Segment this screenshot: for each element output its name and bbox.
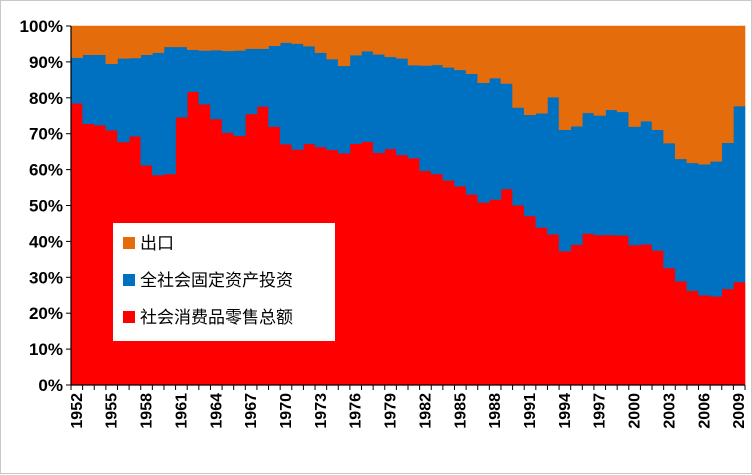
- x-tick-label: 1985: [452, 393, 469, 429]
- y-tick-label: 100%: [20, 17, 63, 36]
- y-tick-label: 30%: [29, 268, 63, 287]
- x-tick-label: 1967: [243, 393, 260, 429]
- x-tick-label: 1982: [417, 393, 434, 429]
- x-tick-label: 2009: [731, 393, 748, 429]
- x-tick-label: 1973: [313, 393, 330, 429]
- y-tick-label: 20%: [29, 304, 63, 323]
- y-tick-label: 60%: [29, 161, 63, 180]
- x-tick-label: 1955: [104, 393, 121, 429]
- x-tick-label: 1970: [278, 393, 295, 429]
- x-tick-label: 1997: [592, 393, 609, 429]
- x-tick-label: 1979: [383, 393, 400, 429]
- legend-box: [113, 223, 335, 341]
- x-tick-label: 1994: [557, 393, 574, 429]
- legend-label: 出口: [140, 234, 174, 254]
- legend-swatch: [123, 311, 135, 323]
- y-tick-label: 90%: [29, 53, 63, 72]
- y-tick-label: 70%: [29, 125, 63, 144]
- x-tick-label: 1961: [173, 393, 190, 429]
- y-tick-label: 0%: [38, 376, 63, 395]
- x-tick-label: 1991: [522, 393, 539, 429]
- x-tick-label: 1976: [348, 393, 365, 429]
- x-tick-label: 1958: [139, 393, 156, 429]
- legend-label: 全社会固定资产投资: [140, 271, 293, 291]
- legend-swatch: [123, 237, 135, 249]
- y-tick-label: 40%: [29, 232, 63, 251]
- y-tick-label: 50%: [29, 197, 63, 216]
- y-tick-label: 80%: [29, 89, 63, 108]
- area-series-2: [70, 25, 746, 165]
- y-tick-label: 10%: [29, 340, 63, 359]
- legend-label: 社会消费品零售总额: [140, 308, 293, 328]
- legend-swatch: [123, 274, 135, 286]
- x-tick-label: 1988: [487, 393, 504, 429]
- y-tick-labels: 0% 10% 20% 30% 40% 50% 60% 70% 80% 90% 100%: [20, 17, 63, 395]
- axes: [66, 25, 746, 390]
- x-tick-label: 2006: [696, 393, 713, 429]
- x-tick-label: 2003: [661, 393, 678, 429]
- x-tick-label: 1964: [208, 393, 225, 429]
- x-tick-label: 2000: [627, 393, 644, 429]
- x-tick-labels: 1952 1955 1958 1961 1964 1967 1970 1973 1976 1979…: [69, 393, 748, 429]
- x-tick-label: 1952: [69, 393, 86, 429]
